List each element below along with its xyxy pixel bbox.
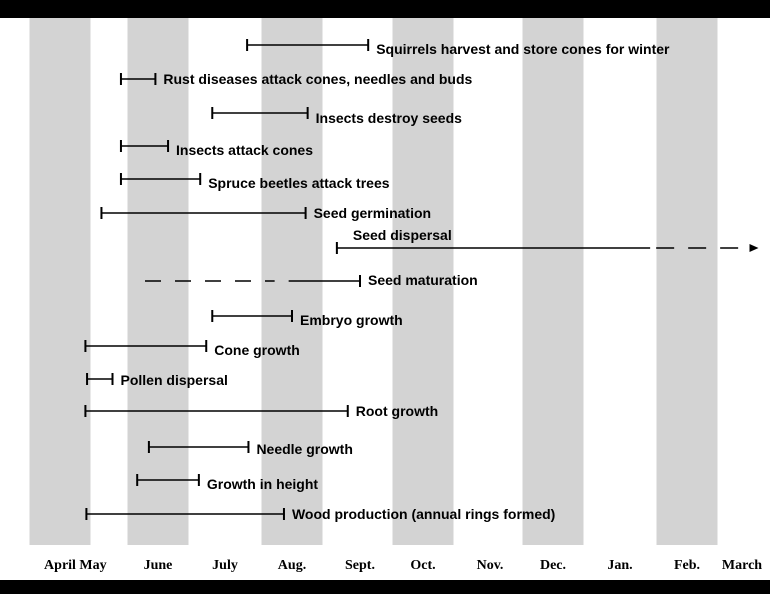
month-label-jan: Jan. <box>607 558 632 573</box>
event-spruce-beetles-attack-trees: Spruce beetles attack trees <box>119 173 390 191</box>
event-arrowhead <box>749 244 759 252</box>
chart-svg: Squirrels harvest and store cones for wi… <box>29 18 762 573</box>
event-label: Needle growth <box>256 441 352 457</box>
event-label: Squirrels harvest and store cones for wi… <box>376 41 670 57</box>
event-bars: Squirrels harvest and store cones for wi… <box>84 39 759 522</box>
event-label: Cone growth <box>214 342 300 358</box>
event-squirrels-harvest-and-store-cones-for-winter: Squirrels harvest and store cones for wi… <box>246 39 670 57</box>
event-label: Insects attack cones <box>176 142 313 158</box>
phenology-chart: Squirrels harvest and store cones for wi… <box>0 18 770 580</box>
event-label: Wood production (annual rings formed) <box>292 506 555 522</box>
event-insects-destroy-seeds: Insects destroy seeds <box>211 107 463 126</box>
month-label-oct: Oct. <box>410 558 435 573</box>
month-label-dec: Dec. <box>540 558 566 573</box>
event-label: Insects destroy seeds <box>316 110 463 126</box>
event-label: Seed dispersal <box>353 227 452 243</box>
event-insects-attack-cones: Insects attack cones <box>119 140 313 158</box>
month-bands <box>29 18 718 545</box>
event-needle-growth: Needle growth <box>147 441 353 457</box>
event-seed-maturation: Seed maturation <box>145 272 478 288</box>
band-april <box>29 18 91 545</box>
event-seed-germination: Seed germination <box>100 205 431 221</box>
event-seed-dispersal: Seed dispersal <box>335 227 759 254</box>
band-feb <box>656 18 718 545</box>
month-label-june: June <box>144 558 173 573</box>
event-label: Growth in height <box>207 476 319 492</box>
event-embryo-growth: Embryo growth <box>211 310 403 328</box>
event-label: Spruce beetles attack trees <box>208 175 390 191</box>
event-cone-growth: Cone growth <box>84 340 300 358</box>
event-rust-diseases-attack-cones-needles-and-buds: Rust diseases attack cones, needles and … <box>119 71 473 87</box>
event-label: Root growth <box>356 403 438 419</box>
event-label: Seed germination <box>314 205 431 221</box>
month-label-nov: Nov. <box>477 558 504 573</box>
month-label-aug: Aug. <box>278 558 306 573</box>
event-label: Rust diseases attack cones, needles and … <box>163 71 472 87</box>
event-label: Pollen dispersal <box>121 372 228 388</box>
band-oct <box>392 18 454 545</box>
month-label-april: April <box>44 558 76 573</box>
month-label-feb: Feb. <box>674 558 700 573</box>
event-wood-production-annual-rings-formed: Wood production (annual rings formed) <box>85 506 555 522</box>
month-label-may: May <box>79 558 106 573</box>
event-pollen-dispersal: Pollen dispersal <box>86 372 228 388</box>
event-root-growth: Root growth <box>84 403 438 419</box>
event-growth-in-height: Growth in height <box>136 474 319 492</box>
month-axis-labels: April May June July Aug. Sept. Oct. Nov. Dec. Jan… <box>44 558 762 573</box>
month-label-march: March <box>722 558 762 573</box>
event-label: Embryo growth <box>300 312 403 328</box>
month-label-july: July <box>212 558 238 573</box>
band-dec <box>522 18 584 545</box>
month-label-sept: Sept. <box>345 558 375 573</box>
event-label: Seed maturation <box>368 272 478 288</box>
